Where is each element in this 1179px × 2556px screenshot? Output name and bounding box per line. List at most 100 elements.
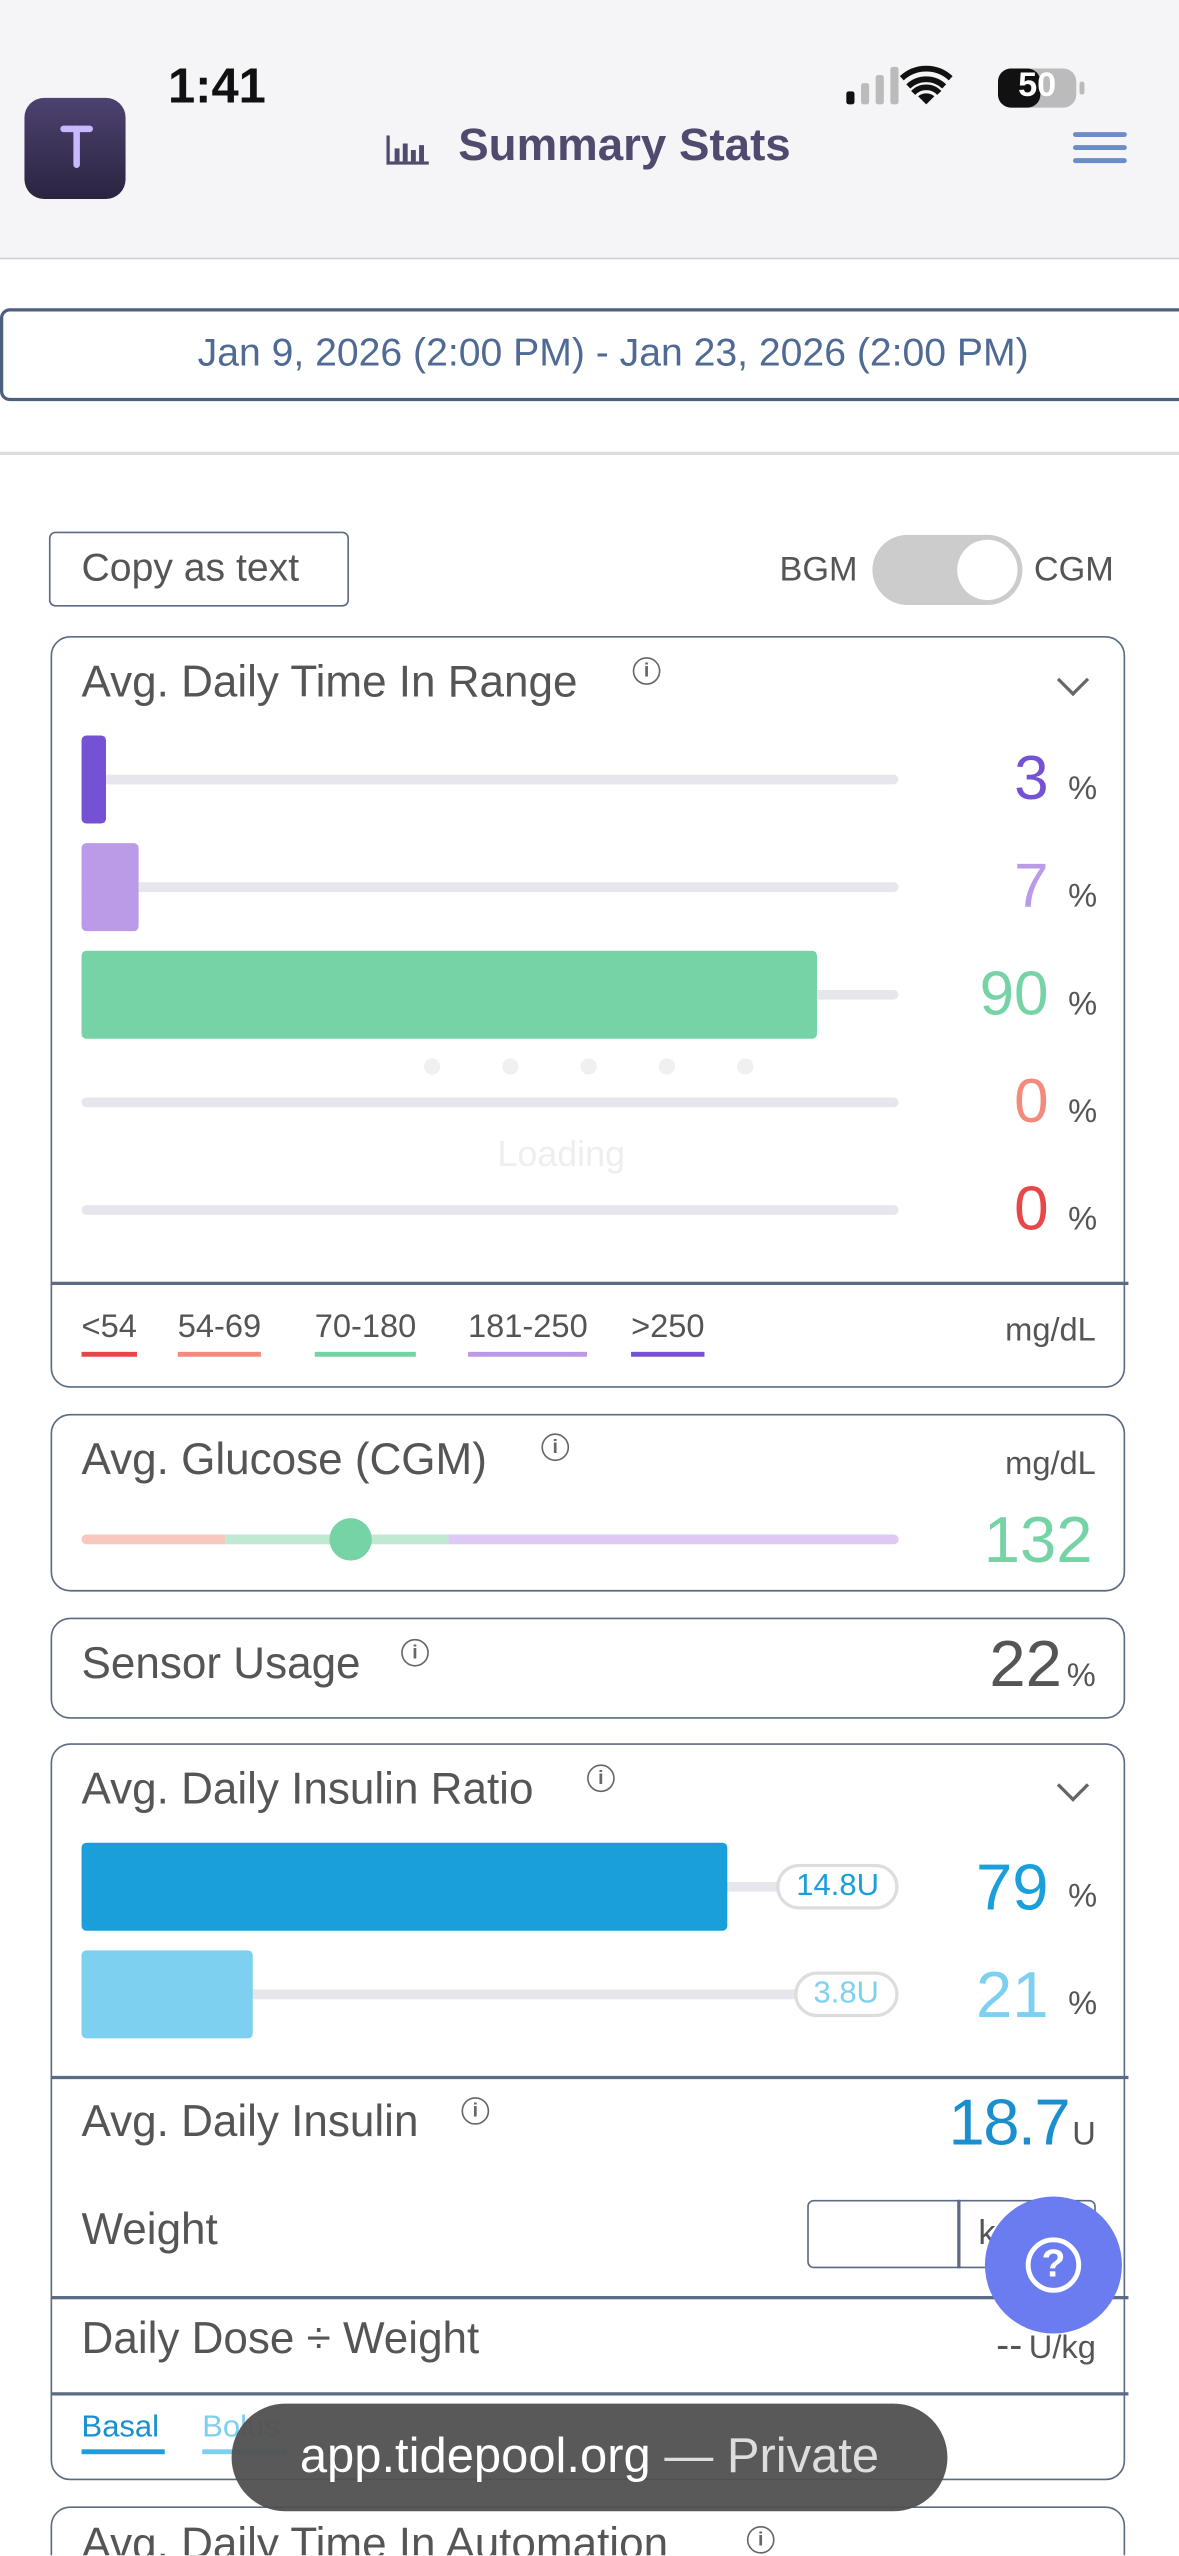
shape [846, 91, 855, 105]
tir-value: 90 [979, 960, 1049, 1029]
shape [875, 75, 884, 105]
tab-basal[interactable]: Basal [81, 2410, 160, 2445]
card-title: Avg. Daily Insulin Ratio [81, 1764, 534, 1814]
icon-glyph [73, 125, 80, 168]
avg-glucose-value: 132 [983, 1505, 1093, 1577]
card-title: Sensor Usage [81, 1638, 361, 1688]
chart-icon [386, 135, 429, 165]
menu-line [1073, 145, 1127, 151]
loading-dot [580, 1058, 597, 1075]
shape [861, 83, 870, 105]
shape [899, 65, 953, 81]
tab-underline [81, 2449, 165, 2455]
insulin-bar [81, 1950, 254, 2039]
input-divider [957, 2199, 960, 2269]
tir-bar [81, 735, 107, 824]
toggle-label: BGM [779, 551, 858, 589]
dose-per-weight-value: -- [996, 2323, 1023, 2368]
sensor-usage: 22 % [989, 1632, 1095, 1697]
date-range: Jan 9, 2026 (2:00 PM) - Jan 23, 2026 (2:… [197, 331, 1029, 376]
unit: % [1066, 1658, 1096, 1695]
range-high [448, 1534, 899, 1545]
unit: % [1068, 771, 1098, 808]
help-button[interactable]: ? [984, 2196, 1122, 2334]
app-icon[interactable] [24, 97, 126, 199]
shape [906, 76, 947, 89]
info-icon[interactable]: i [632, 657, 661, 685]
bgm-cgm-toggle[interactable] [872, 534, 1023, 605]
tir-value: 0 [1014, 1175, 1049, 1245]
avg-daily-insulin-value: 18.7 [948, 2087, 1071, 2160]
url-domain: app.tidepool.org [299, 2429, 651, 2484]
bar-track [81, 1989, 899, 2000]
automation-card [50, 2506, 1126, 2556]
divider [50, 2075, 1129, 2079]
row-label: Daily Dose ÷ Weight [81, 2313, 480, 2363]
url-bar[interactable] [231, 2403, 948, 2512]
info-icon[interactable]: i [461, 2097, 490, 2125]
unit: % [1068, 1201, 1098, 1238]
divider [50, 2392, 1129, 2395]
url-mode: — Private [664, 2429, 880, 2484]
legend-label: 70-180 [314, 1311, 417, 1357]
legend-label: 54-69 [177, 1311, 262, 1357]
bar-track [81, 1205, 899, 1215]
info-icon[interactable]: i [587, 1764, 615, 1793]
info-icon[interactable]: i [541, 1433, 570, 1462]
help-icon: ? [1025, 2237, 1082, 2293]
copy-button-label: Copy as text [81, 546, 300, 591]
bar-label: 14.8U [776, 1863, 899, 1910]
legend-label: >250 [631, 1311, 705, 1357]
card-title: Avg. Daily Time In Automation [81, 2519, 669, 2556]
tir-value: 7 [1014, 852, 1049, 922]
divider [0, 451, 1179, 455]
battery-level: 50 [1018, 66, 1057, 105]
unit: % [1068, 1878, 1098, 1915]
toggle-knob [957, 539, 1018, 601]
divider [50, 2296, 1129, 2299]
unit: U [1072, 2116, 1096, 2153]
status-icons [846, 65, 1085, 108]
page-title: Summary Stats [458, 119, 791, 170]
status-time: 1:41 [167, 60, 266, 115]
bar-track [81, 882, 899, 892]
shape [402, 143, 408, 162]
loading-dot [658, 1058, 676, 1075]
dose-per-weight: -- U/kg [996, 2323, 1096, 2368]
shape [997, 68, 1041, 108]
shape [419, 145, 424, 162]
card-title: Avg. Daily Time In Range [81, 657, 578, 707]
range-low [81, 1534, 226, 1545]
insulin-value: 79 [975, 1852, 1049, 1925]
units-label: mg/dL [1005, 1446, 1096, 1483]
unit: % [1068, 878, 1098, 915]
row-label: Avg. Daily Insulin [81, 2097, 419, 2147]
menu-button[interactable] [1073, 132, 1127, 165]
menu-line [1073, 158, 1127, 164]
glucose-marker [329, 1518, 372, 1561]
bar-label: 3.8U [793, 1971, 899, 2018]
insulin-value: 21 [975, 1960, 1049, 2032]
loading-dot [423, 1058, 441, 1075]
toggle-label: CGM [1033, 551, 1114, 589]
shape [890, 66, 899, 105]
info-icon[interactable]: i [401, 1638, 429, 1667]
tir-value: 3 [1014, 745, 1049, 814]
info-icon[interactable]: i [746, 2525, 775, 2554]
tir-bar [81, 950, 817, 1039]
loading-dot [502, 1058, 519, 1075]
url-text: app.tidepool.org — Private [232, 2429, 948, 2484]
avg-glucose-card [50, 1413, 1126, 1592]
date-range-picker[interactable] [0, 308, 1179, 402]
menu-line [1073, 132, 1127, 137]
copy-button[interactable] [48, 531, 349, 607]
unit: % [1068, 1094, 1098, 1131]
divider [50, 1281, 1129, 1285]
tir-value: 0 [1014, 1068, 1049, 1137]
avg-daily-insulin: 18.7 U [949, 2091, 1096, 2156]
unit: U/kg [1028, 2330, 1096, 2367]
units-label: mg/dL [1005, 1312, 1096, 1349]
